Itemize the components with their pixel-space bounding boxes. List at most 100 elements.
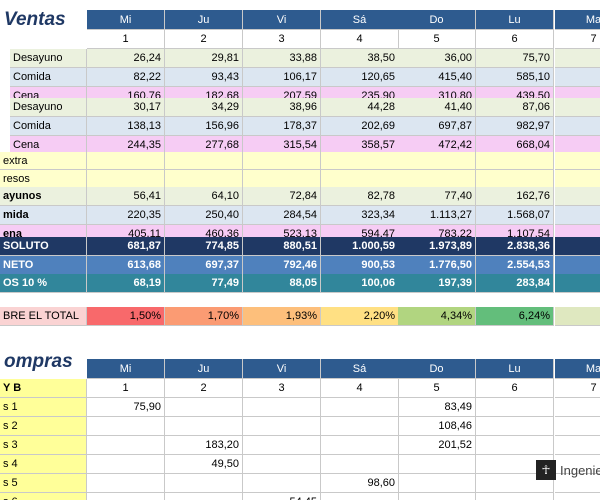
- table-cell[interactable]: 120,65: [321, 68, 399, 87]
- table-cell[interactable]: 68,19: [87, 274, 165, 293]
- table-cell[interactable]: [555, 436, 600, 455]
- table-cell[interactable]: 697,87: [398, 117, 476, 136]
- table-cell[interactable]: 54,45: [243, 493, 321, 500]
- table-cell[interactable]: 183,20: [165, 436, 243, 455]
- table-cell[interactable]: 982,97: [476, 117, 554, 136]
- table-cell[interactable]: 774,85: [165, 237, 243, 256]
- table-cell[interactable]: [398, 170, 476, 188]
- table-cell[interactable]: 87,06: [476, 98, 554, 117]
- table-cell[interactable]: 1.5: [555, 206, 600, 225]
- table-cell[interactable]: 49,50: [165, 455, 243, 474]
- table-cell[interactable]: [165, 417, 243, 436]
- table-cell[interactable]: 108,46: [398, 417, 476, 436]
- table-cell[interactable]: 283,84: [476, 274, 554, 293]
- table-cell[interactable]: [243, 474, 321, 493]
- table-cell[interactable]: [87, 436, 165, 455]
- table-cell[interactable]: [555, 474, 600, 493]
- table-cell[interactable]: 2.838,36: [476, 237, 554, 256]
- table-cell[interactable]: [87, 493, 165, 500]
- table-cell[interactable]: [555, 398, 600, 417]
- table-cell[interactable]: [555, 493, 600, 500]
- table-cell[interactable]: 1,50%: [87, 307, 165, 326]
- table-cell[interactable]: 75,90: [87, 398, 165, 417]
- table-cell[interactable]: 2,20%: [321, 307, 399, 326]
- table-cell[interactable]: 83,49: [398, 398, 476, 417]
- table-cell[interactable]: 38,96: [243, 98, 321, 117]
- table-cell[interactable]: [555, 170, 600, 188]
- table-cell[interactable]: 156,96: [165, 117, 243, 136]
- table-cell[interactable]: [165, 474, 243, 493]
- table-cell[interactable]: 64,10: [165, 187, 243, 206]
- table-cell[interactable]: 106,17: [243, 68, 321, 87]
- table-cell[interactable]: 1.568,07: [476, 206, 554, 225]
- table-cell[interactable]: 415,40: [398, 68, 476, 87]
- table-cell[interactable]: 4,34%: [398, 307, 476, 326]
- table-cell[interactable]: [87, 170, 165, 188]
- table-cell[interactable]: [555, 98, 600, 117]
- table-cell[interactable]: 82,22: [87, 68, 165, 87]
- table-cell[interactable]: [321, 493, 399, 500]
- table-cell[interactable]: [165, 170, 243, 188]
- table-cell[interactable]: 1: [555, 187, 600, 206]
- table-cell[interactable]: 138,13: [87, 117, 165, 136]
- table-cell[interactable]: [87, 455, 165, 474]
- table-cell[interactable]: [321, 152, 399, 170]
- table-cell[interactable]: 900,53: [321, 256, 399, 275]
- table-cell[interactable]: 98,60: [321, 474, 399, 493]
- table-cell[interactable]: 681,87: [87, 237, 165, 256]
- table-cell[interactable]: [398, 455, 476, 474]
- table-cell[interactable]: 323,34: [321, 206, 399, 225]
- table-cell[interactable]: [165, 152, 243, 170]
- table-cell[interactable]: 77,40: [398, 187, 476, 206]
- table-cell[interactable]: [398, 152, 476, 170]
- table-cell[interactable]: 613,68: [87, 256, 165, 275]
- table-cell[interactable]: [476, 417, 554, 436]
- table-cell[interactable]: [321, 170, 399, 188]
- table-cell[interactable]: 250,40: [165, 206, 243, 225]
- table-cell[interactable]: 668,04: [476, 136, 554, 155]
- table-cell[interactable]: 1.973,89: [398, 237, 476, 256]
- table-cell[interactable]: 1,70%: [165, 307, 243, 326]
- table-cell[interactable]: [476, 170, 554, 188]
- table-cell[interactable]: [243, 398, 321, 417]
- table-cell[interactable]: 6,24%: [476, 307, 554, 326]
- table-cell[interactable]: 1.776,50: [398, 256, 476, 275]
- table-cell[interactable]: 88,05: [243, 274, 321, 293]
- table-cell[interactable]: [87, 152, 165, 170]
- table-cell[interactable]: [476, 398, 554, 417]
- table-cell[interactable]: 1.113,27: [398, 206, 476, 225]
- table-cell[interactable]: 8: [555, 68, 600, 87]
- table-cell[interactable]: 44,28: [321, 98, 399, 117]
- table-cell[interactable]: 30,17: [87, 98, 165, 117]
- table-cell[interactable]: [165, 493, 243, 500]
- table-cell[interactable]: 2.4: [555, 256, 600, 275]
- table-cell[interactable]: 29,81: [165, 49, 243, 68]
- table-cell[interactable]: 284,54: [243, 206, 321, 225]
- table-cell[interactable]: 585,10: [476, 68, 554, 87]
- table-cell[interactable]: 1,93%: [243, 307, 321, 326]
- table-cell[interactable]: 220,35: [87, 206, 165, 225]
- table-cell[interactable]: [398, 493, 476, 500]
- table-cell[interactable]: 77,49: [165, 274, 243, 293]
- table-cell[interactable]: [87, 417, 165, 436]
- table-cell[interactable]: 36,00: [398, 49, 476, 68]
- table-cell[interactable]: 2: [555, 274, 600, 293]
- table-cell[interactable]: [321, 417, 399, 436]
- table-cell[interactable]: 38,50: [321, 49, 399, 68]
- table-cell[interactable]: [321, 455, 399, 474]
- table-cell[interactable]: [243, 436, 321, 455]
- table-cell[interactable]: 75,70: [476, 49, 554, 68]
- table-cell[interactable]: 178,37: [243, 117, 321, 136]
- table-cell[interactable]: 34,29: [165, 98, 243, 117]
- table-cell[interactable]: 202,69: [321, 117, 399, 136]
- table-cell[interactable]: 26,24: [87, 49, 165, 68]
- table-cell[interactable]: 33,88: [243, 49, 321, 68]
- table-cell[interactable]: 2.554,53: [476, 256, 554, 275]
- table-cell[interactable]: [165, 398, 243, 417]
- table-cell[interactable]: 277,68: [165, 136, 243, 155]
- table-cell[interactable]: [321, 398, 399, 417]
- table-cell[interactable]: 197,39: [398, 274, 476, 293]
- table-cell[interactable]: [321, 436, 399, 455]
- table-cell[interactable]: 2.6: [555, 237, 600, 256]
- table-cell[interactable]: [243, 152, 321, 170]
